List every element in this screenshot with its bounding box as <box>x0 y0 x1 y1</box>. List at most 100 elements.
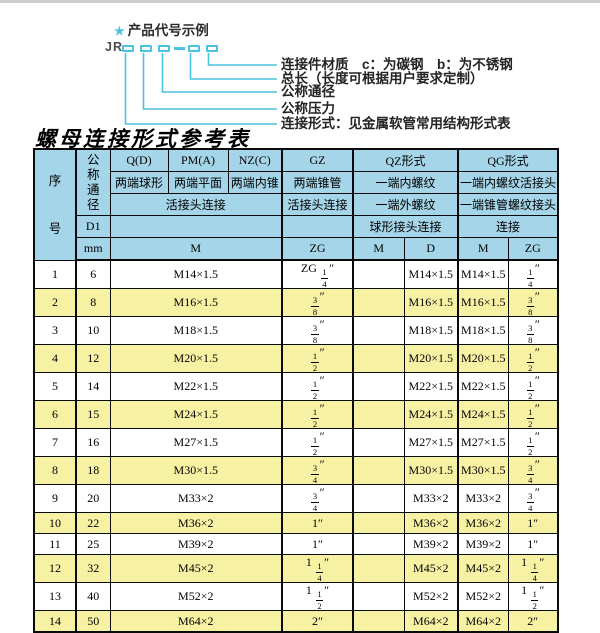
cell-seq: 10 <box>33 512 77 534</box>
diagram-title-text: 产品代号示例 <box>127 23 209 38</box>
cell-qz-m <box>352 344 405 373</box>
header-nominal-diameter: 公称通径 <box>75 148 111 216</box>
cell-qg-zg: 1 1 2 ″ <box>507 582 559 611</box>
header-group-pm: PM(A) <box>167 148 229 172</box>
cell-qz-m <box>352 582 405 611</box>
code-label-material: 连接件材质 c：为碳钢 b：为不锈钢 <box>281 57 513 72</box>
code-box-4 <box>188 45 200 52</box>
cell-qg-zg: 2″ <box>507 610 559 633</box>
cell-qz-m <box>352 372 405 401</box>
cell-qz-m <box>352 512 405 534</box>
cell-zg: 1 2 ″ <box>281 400 354 429</box>
cell-m: M52×2 <box>109 582 283 611</box>
cell-seq: 6 <box>33 400 77 429</box>
header-qg-zg: ZG <box>507 237 559 261</box>
table-row: 1 6 M14×1.5 ZG 1 4 ″ M14×1.5 M14×1.5 1 4 ″ <box>33 259 559 289</box>
cell-qz-d: M39×2 <box>403 533 459 555</box>
cell-qz-m <box>352 533 405 555</box>
cell-qg-m: M52×2 <box>457 582 509 611</box>
cell-zg: 1 1 4 ″ <box>281 554 354 583</box>
header-gz-desc: 两端锥管 <box>281 171 354 194</box>
header-seq: 序号 <box>33 148 77 261</box>
nut-connection-reference-table: 序号 公称通径 Q(D) PM(A) NZ(C) GZ QZ形式 QG形式 两端… <box>33 148 559 633</box>
table-title: 螺母连接形式参考表 <box>35 126 251 151</box>
cell-m: M18×1.5 <box>109 316 283 345</box>
cell-zg: 1 1 2 ″ <box>281 582 354 611</box>
cell-m: M33×2 <box>109 484 283 513</box>
table-row: 4 12 M20×1.5 1 2 ″ M20×1.5 M20×1.5 1 2 ″ <box>33 344 559 373</box>
cell-dn: 18 <box>75 456 111 485</box>
cell-qg-zg: 1″ <box>507 533 559 555</box>
cell-dn: 14 <box>75 372 111 401</box>
header-qg-m: M <box>457 237 509 261</box>
cell-qz-m <box>352 456 405 485</box>
cell-qg-zg: 1 2 ″ <box>507 344 559 373</box>
cell-seq: 13 <box>33 582 77 611</box>
cell-m: M45×2 <box>109 554 283 583</box>
table-row: 3 10 M18×1.5 3 8 ″ M18×1.5 M18×1.5 3 8 ″ <box>33 316 559 345</box>
cell-qz-d: M27×1.5 <box>403 428 459 457</box>
cell-qg-zg: 3 4 ″ <box>507 484 559 513</box>
diagram-title: ★ 产品代号示例 <box>114 19 209 39</box>
cell-seq: 12 <box>33 554 77 583</box>
cell-qz-d: M24×1.5 <box>403 400 459 429</box>
cell-seq: 11 <box>33 533 77 555</box>
cell-qz-d: M52×2 <box>403 582 459 611</box>
header-union-connection: 活接头连接 <box>109 193 283 216</box>
cell-qz-d: M45×2 <box>403 554 459 583</box>
cell-dn: 50 <box>75 610 111 633</box>
code-box-2 <box>140 45 152 52</box>
cell-qz-m <box>352 316 405 345</box>
table-row: 14 50 M64×2 2″ M64×2 M64×2 2″ <box>33 610 559 633</box>
cell-zg: 1 2 ″ <box>281 372 354 401</box>
cell-zg: 1″ <box>281 533 354 555</box>
code-label-pressure: 公称压力 <box>281 101 335 116</box>
cell-seq: 1 <box>33 259 77 289</box>
header-q-desc: 两端球形 <box>109 171 169 194</box>
cell-qz-m <box>352 400 405 429</box>
cell-qz-d: M30×1.5 <box>403 456 459 485</box>
page-top-edge <box>0 0 600 3</box>
header-zg1: ZG <box>281 237 354 261</box>
table-row: 10 22 M36×2 1″ M36×2 M36×2 1″ <box>33 512 559 534</box>
cell-qg-zg: 3 4 ″ <box>507 456 559 485</box>
table-row: 11 25 M39×2 1″ M39×2 M39×2 1″ <box>33 533 559 555</box>
cell-qg-m: M18×1.5 <box>457 316 509 345</box>
cell-qg-m: M64×2 <box>457 610 509 633</box>
table-row: 2 8 M16×1.5 3 8 ″ M16×1.5 M16×1.5 3 8 ″ <box>33 288 559 317</box>
cell-qz-d: M18×1.5 <box>403 316 459 345</box>
header-gz-union: 活接头连接 <box>281 193 354 216</box>
cell-dn: 25 <box>75 533 111 555</box>
cell-m: M14×1.5 <box>109 259 283 289</box>
cell-m: M30×1.5 <box>109 456 283 485</box>
table-row: 5 14 M22×1.5 1 2 ″ M22×1.5 M22×1.5 1 2 ″ <box>33 372 559 401</box>
header-group-qg: QG形式 <box>457 148 559 172</box>
header-qg-taper-joint: 一端锥管螺纹接头 <box>457 193 559 216</box>
cell-dn: 10 <box>75 316 111 345</box>
cell-dn: 6 <box>75 259 111 289</box>
code-dash <box>174 47 185 50</box>
cell-m: M36×2 <box>109 512 283 534</box>
code-box-3 <box>158 45 170 52</box>
header-qg-desc: 一端内螺纹活接头 <box>457 171 559 194</box>
code-label-length: 总长（长度可根据用户要求定制） <box>281 71 484 86</box>
cell-qg-m: M30×1.5 <box>457 456 509 485</box>
cell-qg-m: M27×1.5 <box>457 428 509 457</box>
cell-m: M16×1.5 <box>109 288 283 317</box>
table-header: 序号 公称通径 Q(D) PM(A) NZ(C) GZ QZ形式 QG形式 两端… <box>33 148 559 261</box>
cell-qz-d: M22×1.5 <box>403 372 459 401</box>
cell-dn: 22 <box>75 512 111 534</box>
cell-zg: 1 2 ″ <box>281 428 354 457</box>
header-unit-mm: mm <box>75 237 111 261</box>
cell-seq: 7 <box>33 428 77 457</box>
cell-qg-zg: 1″ <box>507 512 559 534</box>
cell-dn: 12 <box>75 344 111 373</box>
cell-qz-d: M33×2 <box>403 484 459 513</box>
cell-qz-m <box>352 610 405 633</box>
cell-qg-m: M16×1.5 <box>457 288 509 317</box>
cell-qg-m: M14×1.5 <box>457 259 509 289</box>
cell-qg-m: M45×2 <box>457 554 509 583</box>
cell-m: M39×2 <box>109 533 283 555</box>
cell-qz-m <box>352 288 405 317</box>
cell-zg: 1″ <box>281 512 354 534</box>
